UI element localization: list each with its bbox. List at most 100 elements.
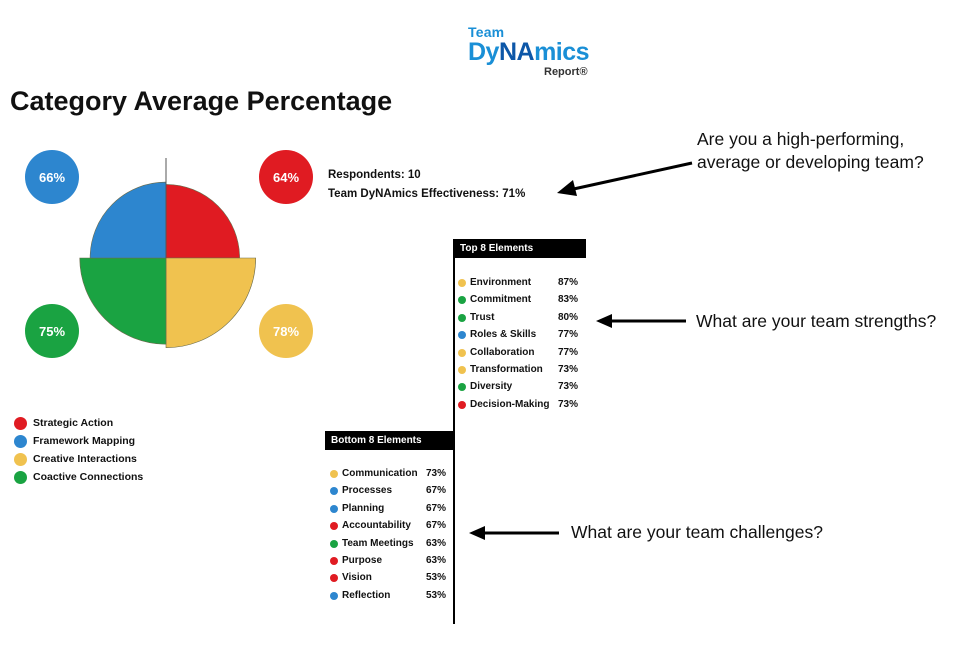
element-dot bbox=[330, 487, 338, 496]
element-percent: 67% bbox=[426, 502, 447, 514]
arrow-challenges bbox=[469, 526, 559, 540]
element-name: Accountability bbox=[342, 520, 411, 532]
element-name: Vision bbox=[342, 572, 372, 584]
element-percent: 53% bbox=[426, 572, 447, 584]
element-name: Communication bbox=[342, 468, 418, 479]
logo-main-text: DyNAmics bbox=[468, 38, 590, 67]
pie-slice-creative-interactions bbox=[165, 257, 257, 349]
element-dot bbox=[330, 574, 338, 583]
element-name: Reflection bbox=[342, 589, 391, 601]
list-item: Trust 80% bbox=[458, 311, 584, 328]
strategic-action-percent-badge: 64% bbox=[259, 150, 313, 204]
bottom-elements-list: Communication 73% Processes 67% Planning 67… bbox=[330, 467, 452, 606]
annotation-line: average or developing team? bbox=[697, 152, 924, 172]
list-item: Communication 73% bbox=[330, 467, 452, 484]
legend-dot bbox=[14, 434, 27, 448]
legend-dot bbox=[14, 452, 27, 466]
element-percent: 67% bbox=[426, 520, 447, 532]
element-dot bbox=[458, 296, 466, 305]
pie-slice-framework-mapping bbox=[89, 181, 167, 259]
bottom-list-divider bbox=[453, 431, 455, 624]
element-name: Planning bbox=[342, 502, 385, 514]
team-effectiveness: Team DyNAmics Effectiveness: 71% bbox=[328, 188, 526, 200]
element-dot bbox=[330, 522, 338, 531]
list-item: Transformation 73% bbox=[458, 363, 584, 380]
element-name: Commitment bbox=[470, 294, 532, 306]
element-percent: 77% bbox=[558, 346, 579, 358]
chart-legend: Strategic Action Framework Mapping Creat… bbox=[14, 414, 143, 486]
list-item: Planning 67% bbox=[330, 502, 452, 519]
element-dot bbox=[458, 365, 466, 374]
element-percent: 83% bbox=[558, 294, 579, 306]
element-name: Environment bbox=[470, 277, 532, 288]
creative-interactions-percent-badge: 78% bbox=[259, 304, 313, 358]
list-item: Decision-Making 73% bbox=[458, 398, 584, 415]
list-item: Collaboration 77% bbox=[458, 346, 584, 363]
annotation-performance-question: Are you a high-performing, average or de… bbox=[697, 128, 924, 174]
arrow-strengths bbox=[596, 314, 686, 328]
element-name: Processes bbox=[342, 485, 393, 497]
annotation-challenges-question: What are your team challenges? bbox=[571, 522, 823, 542]
framework-mapping-percent: 66% bbox=[38, 169, 66, 185]
respondents-count: Respondents: 10 bbox=[328, 169, 421, 181]
element-percent: 87% bbox=[558, 277, 579, 288]
logo-dy: Dy bbox=[468, 38, 499, 66]
creative-interactions-percent: 78% bbox=[272, 323, 300, 339]
legend-label: Strategic Action bbox=[33, 417, 114, 429]
annotation-line: Are you a high-performing, bbox=[697, 129, 905, 149]
category-pie-chart bbox=[79, 158, 257, 349]
element-dot bbox=[330, 539, 338, 548]
element-dot bbox=[458, 348, 466, 357]
element-name: Team Meetings bbox=[342, 537, 414, 549]
legend-dot bbox=[14, 470, 27, 484]
legend-item-coactive-connections: Coactive Connections bbox=[14, 468, 143, 486]
logo-mics: mics bbox=[534, 38, 590, 66]
list-item: Vision 53% bbox=[330, 571, 452, 588]
coactive-connections-percent-badge: 75% bbox=[25, 304, 79, 358]
element-percent: 63% bbox=[426, 554, 447, 566]
element-percent: 73% bbox=[558, 381, 579, 393]
legend-item-framework-mapping: Framework Mapping bbox=[14, 432, 143, 450]
team-dynamics-logo: Team DyNAmics Report® bbox=[466, 24, 606, 86]
pie-slice-strategic-action bbox=[165, 184, 240, 259]
legend-dot bbox=[14, 416, 27, 430]
list-item: Reflection 53% bbox=[330, 589, 452, 606]
top-list-divider bbox=[453, 239, 455, 435]
top-elements-list: Environment 87% Commitment 83% Trust 80% Ro… bbox=[458, 276, 584, 415]
element-name: Roles & Skills bbox=[470, 329, 537, 341]
list-item: Team Meetings 63% bbox=[330, 537, 452, 554]
element-percent: 80% bbox=[558, 311, 579, 323]
element-dot bbox=[458, 279, 466, 287]
element-name: Diversity bbox=[470, 381, 513, 393]
element-percent: 73% bbox=[426, 468, 447, 479]
pie-slice-coactive-connections bbox=[79, 257, 167, 345]
element-dot bbox=[458, 383, 466, 392]
element-dot bbox=[330, 556, 338, 565]
element-dot bbox=[458, 400, 466, 409]
coactive-connections-percent: 75% bbox=[38, 323, 66, 339]
element-name: Trust bbox=[470, 311, 495, 323]
element-percent: 53% bbox=[426, 589, 447, 601]
element-name: Decision-Making bbox=[470, 398, 550, 410]
element-dot bbox=[330, 504, 338, 513]
element-name: Purpose bbox=[342, 554, 383, 566]
legend-label: Creative Interactions bbox=[33, 453, 137, 465]
framework-mapping-percent-badge: 66% bbox=[25, 150, 79, 204]
element-percent: 67% bbox=[426, 485, 447, 497]
legend-label: Framework Mapping bbox=[33, 435, 136, 447]
element-percent: 63% bbox=[426, 537, 447, 549]
element-percent: 77% bbox=[558, 329, 579, 341]
annotation-strengths-question: What are your team strengths? bbox=[696, 311, 937, 331]
arrow-effectiveness bbox=[557, 161, 693, 196]
element-name: Transformation bbox=[470, 363, 543, 375]
logo-report-text: Report® bbox=[544, 66, 588, 78]
list-item: Commitment 83% bbox=[458, 293, 584, 310]
element-dot bbox=[458, 331, 466, 340]
list-item: Purpose 63% bbox=[330, 554, 452, 571]
legend-item-creative-interactions: Creative Interactions bbox=[14, 450, 143, 468]
list-item: Roles & Skills 77% bbox=[458, 328, 584, 345]
logo-na: NA bbox=[498, 38, 535, 66]
top-elements-header: Top 8 Elements bbox=[454, 239, 586, 258]
element-dot bbox=[458, 313, 466, 322]
element-dot bbox=[330, 470, 338, 478]
